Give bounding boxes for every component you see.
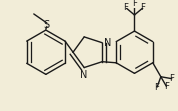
Text: F: F bbox=[124, 3, 129, 12]
Text: F: F bbox=[164, 82, 169, 91]
Text: S: S bbox=[44, 20, 50, 30]
Text: N: N bbox=[104, 38, 112, 48]
Text: N: N bbox=[80, 70, 88, 80]
Text: F: F bbox=[140, 3, 145, 12]
Text: F: F bbox=[169, 74, 174, 83]
Text: F: F bbox=[155, 83, 159, 92]
Text: F: F bbox=[132, 0, 137, 8]
